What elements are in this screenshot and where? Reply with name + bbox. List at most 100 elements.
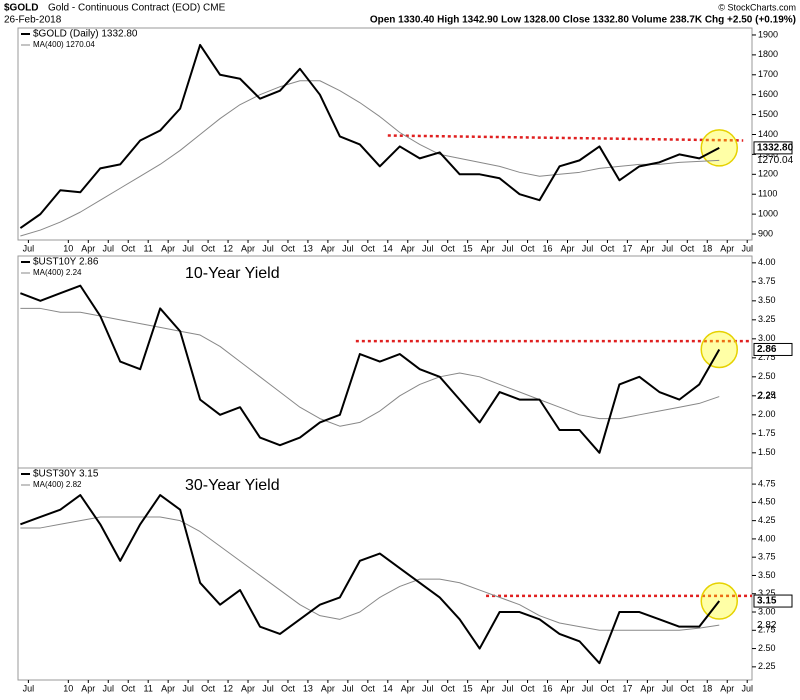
y-tick-label: 4.00 <box>758 257 776 267</box>
y-tick-label: 1000 <box>758 208 778 218</box>
last-value-box <box>753 141 793 155</box>
instrument-name: Gold - Continuous Contract (EOD) CME <box>48 3 226 14</box>
x-tick-label: Oct <box>441 683 456 693</box>
x-tick-label: 17 <box>622 243 632 253</box>
y-tick-label: 2.75 <box>758 625 776 635</box>
y-tick-label: 3.75 <box>758 276 776 286</box>
legend-label: $UST10Y 2.86 <box>33 257 99 268</box>
y-tick-label: 1700 <box>758 69 778 79</box>
y-tick-label: 4.00 <box>758 533 776 543</box>
last-value-label: 2.82 <box>757 620 777 631</box>
x-tick-label: Oct <box>121 683 136 693</box>
y-tick-label: 1600 <box>758 89 778 99</box>
last-value-label: 3.15 <box>757 596 777 607</box>
x-tick-label: 10 <box>63 243 73 253</box>
y-tick-label: 3.00 <box>758 606 776 616</box>
x-tick-label: Oct <box>441 243 456 253</box>
x-tick-label: 11 <box>144 243 153 253</box>
x-tick-label: Oct <box>201 683 216 693</box>
y-tick-label: 900 <box>758 228 773 238</box>
x-tick-label: 16 <box>543 243 553 253</box>
legend-label: $GOLD (Daily) 1332.80 <box>33 29 138 40</box>
x-tick-label: 18 <box>702 683 712 693</box>
x-tick-label: Jul <box>582 683 594 693</box>
series-line <box>20 80 720 237</box>
x-tick-label: 16 <box>543 683 553 693</box>
x-tick-label: 12 <box>223 243 233 253</box>
panel-title: 10-Year Yield <box>185 265 280 282</box>
legend-label: $UST30Y 3.15 <box>33 469 99 480</box>
y-tick-label: 2.25 <box>758 661 776 671</box>
x-tick-label: 17 <box>622 683 632 693</box>
series-line <box>20 307 720 427</box>
y-tick-label: 2.25 <box>758 390 776 400</box>
x-tick-label: Jul <box>262 683 274 693</box>
legend-label: MA(400) 2.24 <box>33 268 82 277</box>
x-tick-label: Jul <box>502 683 514 693</box>
x-tick-label: Jul <box>422 683 434 693</box>
y-tick-label: 4.50 <box>758 497 776 507</box>
y-tick-label: 1400 <box>758 129 778 139</box>
y-tick-label: 3.00 <box>758 333 776 343</box>
x-tick-label: Oct <box>600 243 615 253</box>
x-tick-label: Jul <box>582 243 594 253</box>
resistance-line <box>387 134 744 142</box>
last-value-label: 2.86 <box>757 344 777 355</box>
y-tick-label: 1.75 <box>758 428 776 438</box>
x-tick-label: Jul <box>262 243 274 253</box>
x-tick-label: Jul <box>102 683 114 693</box>
x-tick-label: Apr <box>321 243 335 253</box>
x-tick-label: Jul <box>502 243 514 253</box>
y-tick-label: 1100 <box>758 189 777 199</box>
x-tick-label: Jul <box>662 683 674 693</box>
x-tick-label: Oct <box>361 683 376 693</box>
x-tick-label: Apr <box>640 243 654 253</box>
date: 26-Feb-2018 <box>4 15 62 26</box>
x-tick-label: Apr <box>81 243 95 253</box>
x-tick-label: 12 <box>223 683 233 693</box>
y-tick-label: 3.75 <box>758 552 776 562</box>
x-tick-label: Oct <box>121 243 136 253</box>
x-tick-label: Jul <box>741 243 753 253</box>
panel-frame <box>17 467 753 681</box>
x-tick-label: Oct <box>201 243 216 253</box>
x-tick-label: 14 <box>383 243 393 253</box>
y-tick-label: 3.25 <box>758 314 776 324</box>
x-tick-label: Jul <box>182 683 194 693</box>
x-tick-label: Jul <box>342 683 354 693</box>
x-tick-label: Jul <box>342 243 354 253</box>
x-tick-label: Apr <box>560 243 574 253</box>
x-tick-label: Apr <box>81 683 95 693</box>
quote: Open 1330.40 High 1342.90 Low 1328.00 Cl… <box>370 15 796 26</box>
x-tick-label: Apr <box>560 683 574 693</box>
x-tick-label: Apr <box>161 243 175 253</box>
y-tick-label: 2.75 <box>758 352 776 362</box>
x-tick-label: Oct <box>521 683 536 693</box>
panel-frame <box>17 255 753 469</box>
x-tick-label: Oct <box>281 243 296 253</box>
x-tick-label: Apr <box>720 243 734 253</box>
x-tick-label: Apr <box>401 243 415 253</box>
x-tick-label: Jul <box>102 243 114 253</box>
x-tick-label: 15 <box>463 683 473 693</box>
x-tick-label: Oct <box>680 683 695 693</box>
x-tick-label: Apr <box>401 683 415 693</box>
x-tick-label: Apr <box>321 683 335 693</box>
y-tick-label: 1900 <box>758 29 778 39</box>
series-line <box>19 43 720 229</box>
x-tick-label: Oct <box>600 683 615 693</box>
last-value-label: 1332.80 <box>757 143 794 154</box>
x-tick-label: 15 <box>463 243 473 253</box>
series-line <box>20 516 720 631</box>
x-tick-label: 18 <box>702 243 712 253</box>
y-tick-label: 1500 <box>758 109 778 119</box>
watermark: © StockCharts.com <box>718 2 796 12</box>
y-tick-label: 2.50 <box>758 371 776 381</box>
x-tick-label: Oct <box>361 243 376 253</box>
y-tick-label: 3.50 <box>758 295 776 305</box>
x-tick-label: Oct <box>680 243 695 253</box>
x-tick-label: Jul <box>23 243 35 253</box>
last-value-box <box>753 342 793 356</box>
panel-title: 30-Year Yield <box>185 477 280 494</box>
